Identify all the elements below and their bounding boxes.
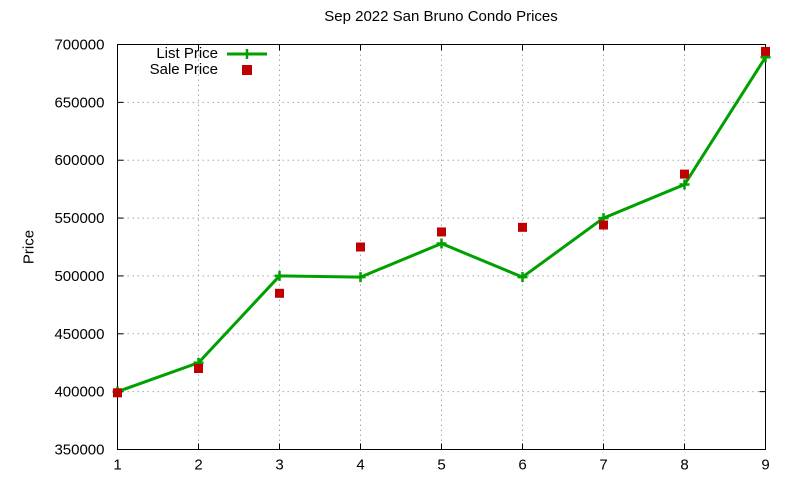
- x-tick-label: 3: [275, 457, 283, 474]
- y-tick-label: 650000: [54, 94, 104, 111]
- sale-price-marker: [599, 220, 608, 230]
- sale-price-marker: [113, 388, 122, 398]
- y-tick-label: 500000: [54, 268, 104, 285]
- y-tick-label: 350000: [54, 442, 104, 459]
- list-price-marker: [355, 272, 366, 283]
- y-tick-label: 700000: [54, 37, 104, 54]
- y-tick-label: 600000: [54, 152, 104, 169]
- x-tick-label: 4: [356, 457, 364, 474]
- x-tick-label: 8: [680, 457, 688, 474]
- plot-border: [117, 44, 766, 450]
- list-price-marker: [274, 270, 285, 281]
- legend-label-sale-price: Sale Price: [149, 61, 218, 78]
- x-tick-label: 1: [113, 457, 121, 474]
- legend: List Price Sale Price: [117, 46, 268, 78]
- sale-price-marker: [194, 364, 203, 373]
- legend-item-list-price: List Price: [117, 46, 268, 62]
- x-tick-label: 7: [599, 457, 607, 474]
- sale-price-marker: [437, 227, 446, 237]
- sale-price-square-sample-icon: [242, 65, 252, 75]
- legend-label-list-price: List Price: [156, 45, 218, 62]
- sale-price-marker: [761, 46, 770, 56]
- list-price-line: [116, 56, 767, 394]
- sale-price-marker: [356, 242, 365, 252]
- chart-title: Sep 2022 San Bruno Condo Prices: [324, 8, 558, 25]
- sale-price-marker: [518, 222, 527, 232]
- list-price-marker: [436, 238, 447, 249]
- x-tick-label: 6: [518, 457, 526, 474]
- sale-price-marker: [680, 169, 689, 179]
- legend-item-sale-price: Sale Price: [117, 62, 268, 78]
- y-tick-label: 400000: [54, 384, 104, 401]
- y-tick-label: 450000: [54, 326, 104, 343]
- y-tick-label: 550000: [54, 210, 104, 227]
- x-tick-label: 9: [761, 457, 769, 474]
- list-price-marker: [679, 179, 690, 190]
- x-tick-label: 2: [194, 457, 202, 474]
- list-price-marker: [517, 272, 528, 283]
- sale-price-marker: [275, 288, 284, 298]
- x-tick-label: 5: [437, 457, 445, 474]
- list-price-line-sample-icon: [227, 49, 267, 59]
